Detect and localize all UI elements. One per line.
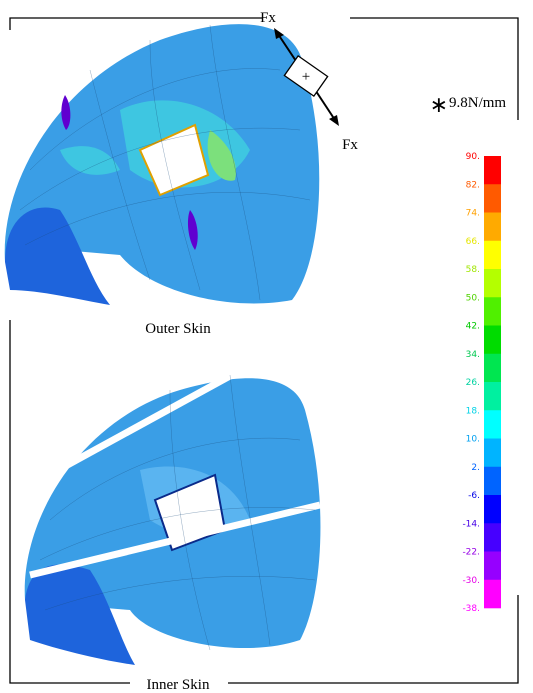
color-band <box>484 467 501 496</box>
legend-label: 18. <box>466 406 480 416</box>
color-band <box>484 326 501 355</box>
legend-label: 34. <box>466 350 480 360</box>
legend-label: 66. <box>466 237 480 247</box>
legend-label: 26. <box>466 378 480 388</box>
legend: 90. 82. 74. 66. 58. 50. 42. 34. 26. 18. 10. 2. -6. -1… <box>462 152 501 614</box>
legend-label: 74. <box>466 209 480 219</box>
color-band <box>484 495 501 524</box>
color-band <box>484 269 501 298</box>
color-band <box>484 241 501 270</box>
unit-mark: ∗ <box>430 92 448 117</box>
color-band <box>484 580 501 609</box>
legend-label: -38. <box>462 604 480 614</box>
color-band <box>484 213 501 242</box>
box-sign: + <box>302 69 310 85</box>
color-band <box>484 382 501 411</box>
legend-label: -14. <box>462 519 480 529</box>
legend-label: 2. <box>471 463 480 473</box>
legend-label: -6. <box>468 491 480 501</box>
force-label: Fx <box>342 137 358 153</box>
color-band <box>484 354 501 383</box>
color-band <box>484 184 501 213</box>
figure: Fx + Fx Outer Skin Inner Skin ∗ 9.8N/mm … <box>0 0 533 693</box>
color-band <box>484 297 501 326</box>
caption: Outer Skin <box>145 321 211 337</box>
inner-skin-plot <box>25 365 321 665</box>
color-band <box>484 439 501 468</box>
outer-skin-plot <box>5 24 320 305</box>
caption: Inner Skin <box>147 677 210 693</box>
legend-label: -30. <box>462 576 480 586</box>
color-band <box>484 523 501 552</box>
color-band <box>484 156 501 185</box>
legend-label: -22. <box>462 548 480 558</box>
legend-label: 42. <box>466 322 480 332</box>
legend-label: 90. <box>466 152 480 162</box>
force-label: Fx <box>260 10 276 26</box>
legend-label: 10. <box>466 435 480 445</box>
legend-unit: 9.8N/mm <box>449 95 506 111</box>
legend-label: 50. <box>466 293 480 303</box>
color-band <box>484 552 501 581</box>
legend-label: 82. <box>466 180 480 190</box>
color-band <box>484 410 501 439</box>
legend-label: 58. <box>466 265 480 275</box>
